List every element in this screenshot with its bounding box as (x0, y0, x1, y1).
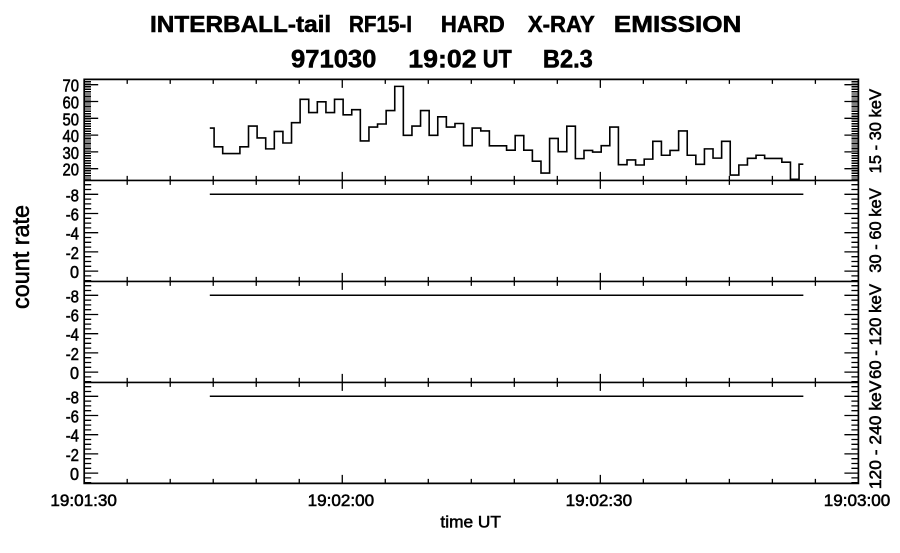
svg-text:time UT: time UT (440, 513, 501, 532)
svg-text:70: 70 (63, 76, 80, 96)
svg-text:50: 50 (63, 109, 80, 129)
svg-text:19:02:30: 19:02:30 (566, 491, 633, 510)
svg-text:0: 0 (70, 262, 79, 282)
svg-text:-2: -2 (66, 243, 79, 263)
svg-text:-8: -8 (66, 286, 79, 306)
svg-text:30: 30 (63, 143, 80, 163)
svg-text:971030: 971030 (291, 46, 376, 74)
svg-text:60 - 120 keV: 60 - 120 keV (866, 283, 885, 379)
svg-text:19:02: 19:02 (408, 46, 476, 74)
svg-text:0: 0 (70, 363, 79, 383)
svg-text:-4: -4 (66, 426, 80, 446)
svg-text:19:03:00: 19:03:00 (824, 491, 891, 510)
svg-text:RF15-I: RF15-I (349, 11, 412, 37)
svg-text:60: 60 (63, 93, 80, 113)
svg-text:-6: -6 (66, 205, 79, 225)
svg-text:15 - 30 keV: 15 - 30 keV (866, 88, 885, 173)
svg-text:-6: -6 (66, 306, 79, 326)
svg-text:B2.3: B2.3 (543, 46, 593, 74)
svg-text:X-RAY: X-RAY (528, 11, 595, 37)
svg-text:40: 40 (63, 126, 80, 146)
svg-text:-2: -2 (66, 344, 79, 364)
svg-text:-8: -8 (66, 387, 79, 407)
svg-text:-6: -6 (66, 407, 79, 427)
svg-text:120 - 240 keV: 120 - 240 keV (866, 380, 885, 489)
svg-text:-4: -4 (66, 224, 80, 244)
svg-text:19:02:00: 19:02:00 (308, 491, 375, 510)
svg-text:19:01:30: 19:01:30 (50, 491, 117, 510)
svg-text:30 - 60 keV: 30 - 60 keV (866, 188, 885, 273)
svg-text:EMISSION: EMISSION (614, 11, 742, 37)
svg-text:-4: -4 (66, 325, 80, 345)
svg-text:count rate: count rate (8, 205, 35, 309)
svg-text:-8: -8 (66, 185, 79, 205)
svg-text:-2: -2 (66, 445, 79, 465)
svg-text:INTERBALL-tail: INTERBALL-tail (150, 11, 331, 37)
svg-text:0: 0 (70, 464, 79, 484)
svg-text:20: 20 (63, 160, 80, 180)
svg-text:UT: UT (483, 46, 512, 74)
svg-text:HARD: HARD (441, 11, 505, 37)
